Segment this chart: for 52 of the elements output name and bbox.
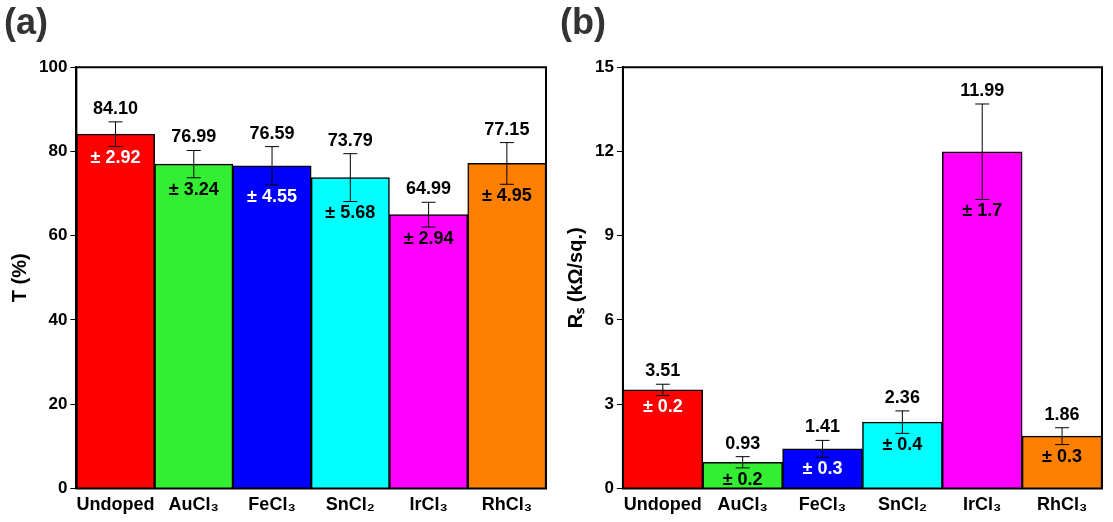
x-tick-label: AuCl₃ [168, 494, 219, 515]
y-tick-label: 0 [57, 478, 68, 498]
chart-title: (b) [560, 0, 606, 42]
data-label: 11.99 [960, 79, 1005, 100]
data-label: 73.79 [327, 129, 373, 150]
annotation: ± 2.94 [403, 228, 454, 249]
y-tick-label: 20 [48, 393, 68, 413]
data-label: 76.59 [249, 122, 295, 143]
y-tick-label: 9 [604, 225, 614, 245]
y-tick-label: 6 [604, 309, 614, 329]
x-tick-label: IrCl₃ [963, 494, 1002, 515]
y-tick-label: 80 [48, 141, 68, 161]
x-tick-label: RhCl₃ [1036, 494, 1088, 515]
annotation: ± 0.2 [642, 396, 683, 417]
data-label: 0.93 [725, 432, 761, 453]
x-tick-label: FeCl₃ [798, 494, 847, 515]
data-label: 3.51 [645, 360, 681, 381]
annotation: ± 0.3 [802, 458, 843, 479]
y-tick-label: 0 [604, 478, 614, 498]
annotation: ± 3.24 [168, 178, 219, 199]
data-label: 77.15 [484, 118, 530, 139]
x-tick-label: AuCl₃ [717, 494, 768, 515]
annotation: ± 0.2 [722, 468, 763, 489]
annotation: ± 2.92 [90, 147, 141, 168]
data-label: 1.86 [1044, 403, 1080, 424]
y-axis-title: T (%) [7, 253, 30, 303]
x-tick-label: Undoped [623, 494, 702, 515]
chart-title: (a) [4, 0, 48, 42]
data-label: 76.99 [171, 126, 217, 147]
annotation: ± 1.7 [962, 200, 1003, 221]
data-label: 2.36 [884, 386, 920, 407]
x-tick-label: SnCl₂ [325, 494, 375, 515]
y-axis-title: Rₛ (kΩ/sq.) [563, 227, 586, 329]
data-label: 1.41 [805, 416, 841, 437]
annotation: ± 5.68 [325, 202, 376, 223]
x-tick-label: IrCl₃ [409, 494, 448, 515]
y-tick-label: 100 [38, 56, 68, 76]
y-tick-label: 60 [48, 225, 68, 245]
annotation: ± 0.4 [882, 434, 923, 455]
x-tick-label: FeCl₃ [248, 494, 296, 515]
y-tick-label: 12 [594, 141, 614, 161]
x-tick-label: Undoped [76, 494, 155, 515]
y-tick-label: 15 [594, 56, 614, 76]
x-tick-label: RhCl₃ [481, 494, 533, 515]
annotation: ± 4.55 [247, 185, 298, 206]
y-tick-label: 3 [604, 393, 614, 413]
x-tick-label: SnCl₂ [877, 494, 927, 515]
y-tick-label: 40 [48, 309, 68, 329]
data-label: 64.99 [406, 178, 452, 199]
annotation: ± 0.3 [1042, 445, 1083, 466]
data-label: 84.10 [92, 97, 139, 118]
annotation: ± 4.95 [481, 185, 532, 206]
